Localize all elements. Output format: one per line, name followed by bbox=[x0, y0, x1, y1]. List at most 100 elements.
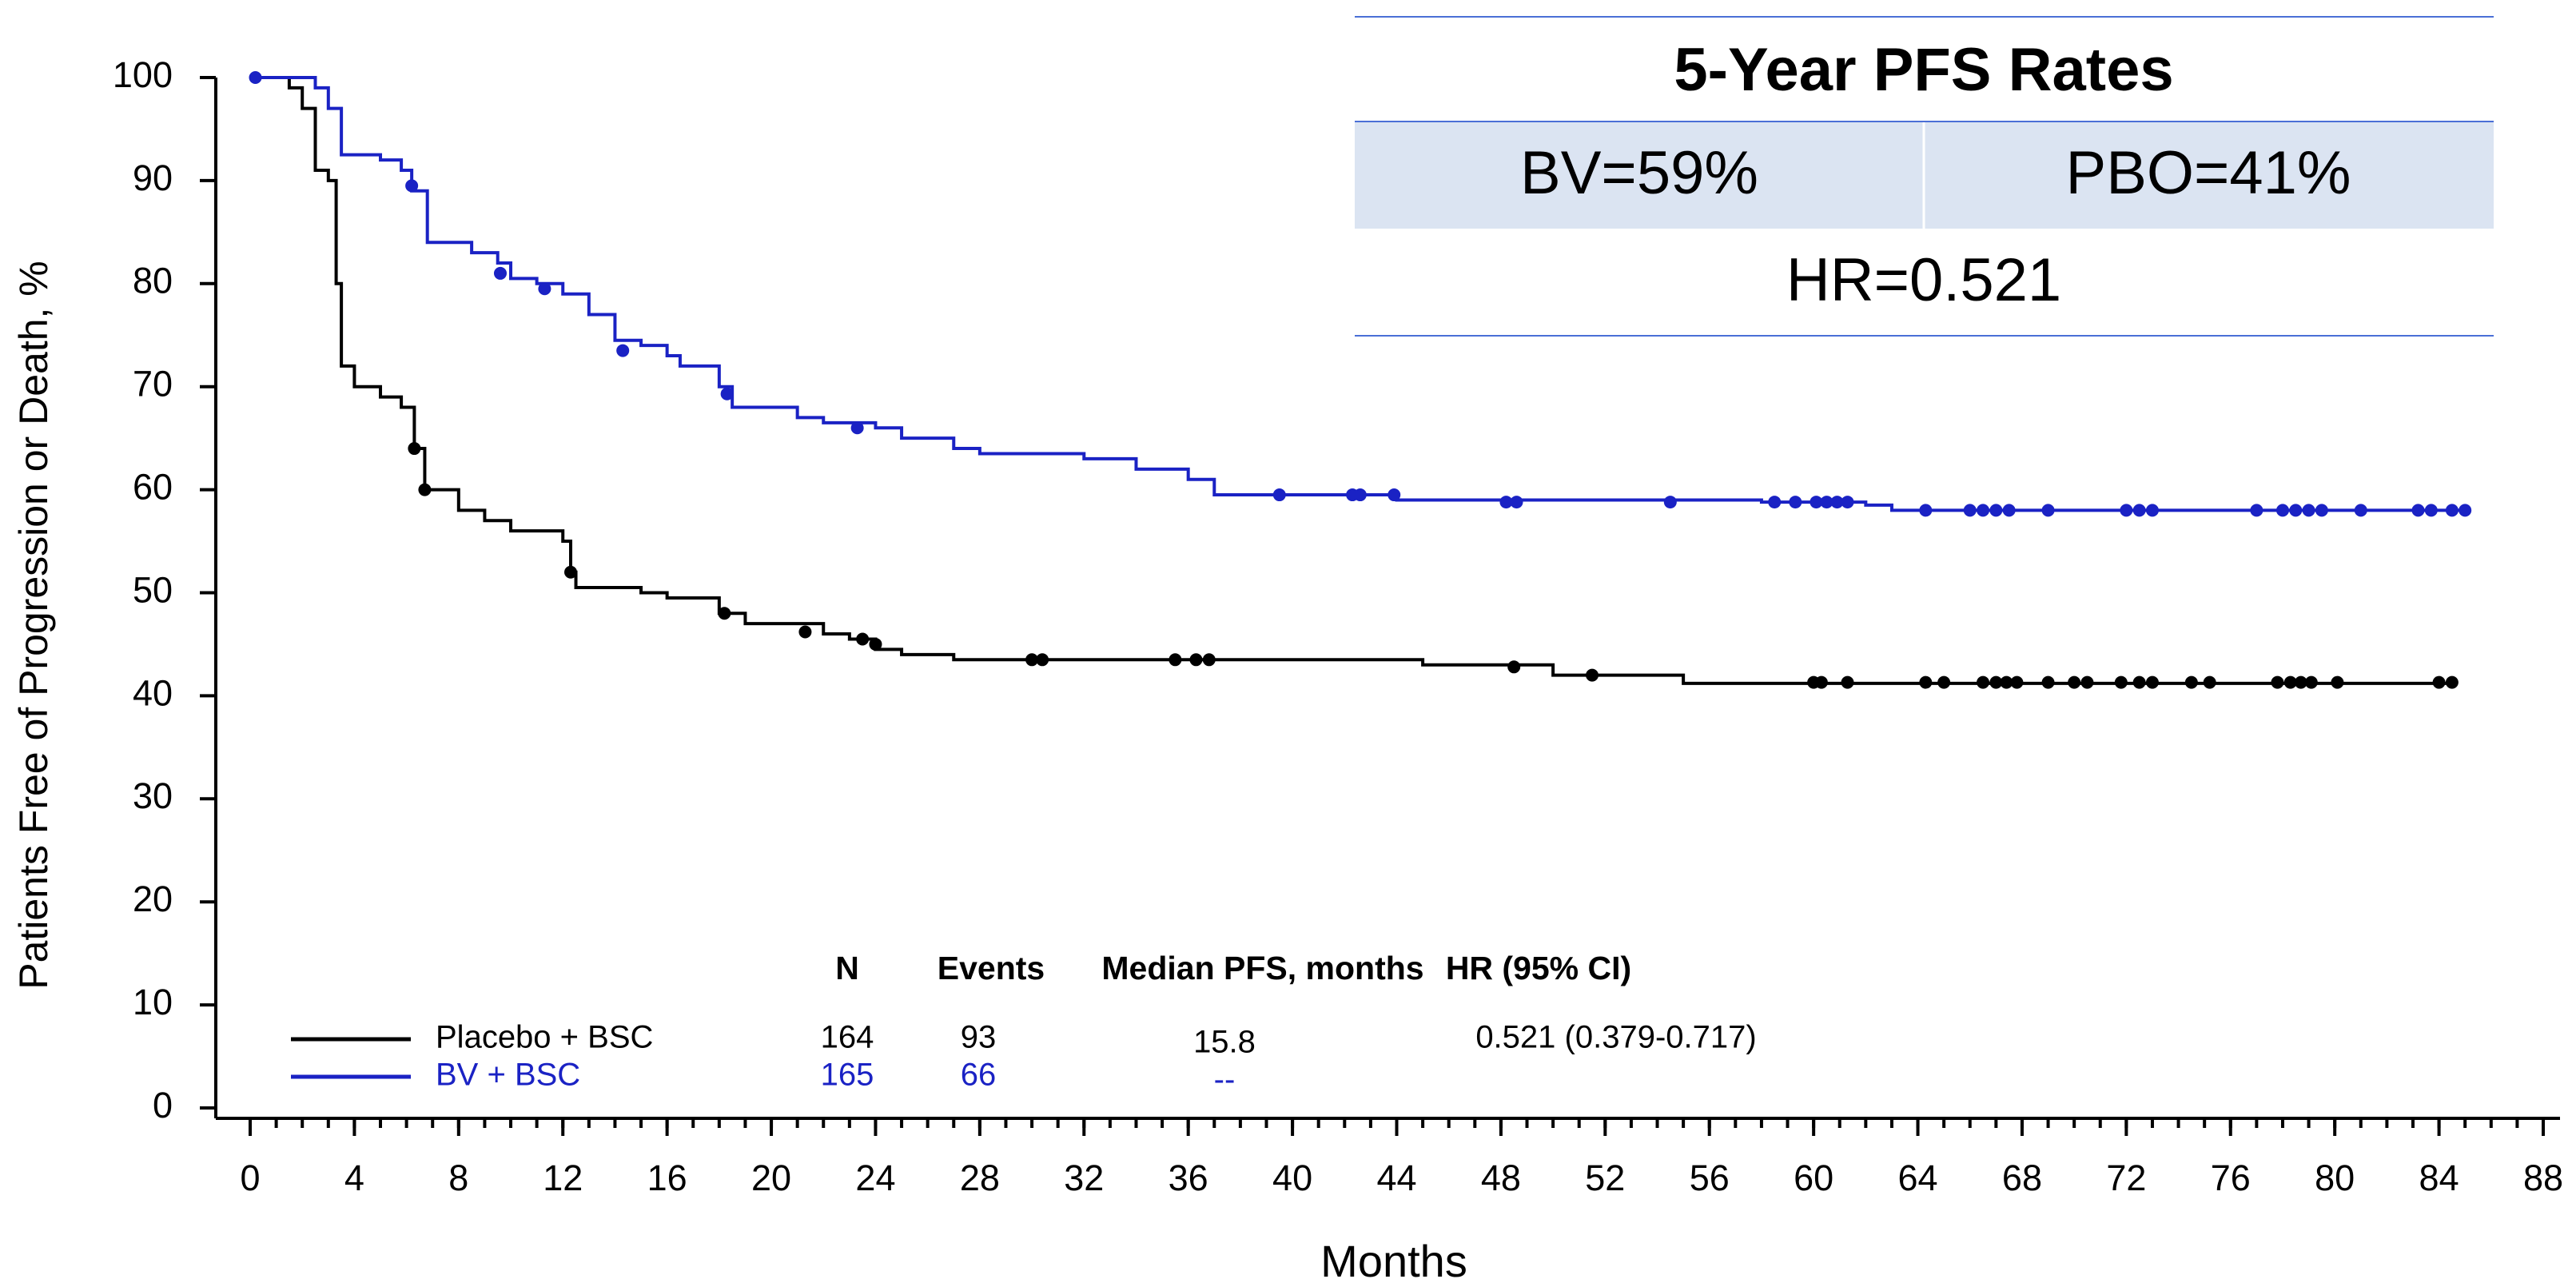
censor-mark bbox=[2271, 675, 2284, 689]
censor-mark bbox=[538, 282, 551, 296]
x-tick-label: 56 bbox=[1690, 1158, 1730, 1198]
x-tick-label: 4 bbox=[344, 1158, 364, 1198]
censor-mark bbox=[1586, 668, 1599, 682]
censor-mark bbox=[1353, 488, 1367, 502]
inset-cell: BV=59% bbox=[1520, 139, 1758, 207]
x-tick-label: 16 bbox=[647, 1158, 687, 1198]
y-tick-label: 50 bbox=[133, 569, 173, 610]
censor-mark bbox=[1202, 653, 1216, 667]
censor-mark bbox=[869, 637, 882, 651]
censor-mark bbox=[2002, 504, 2016, 517]
legend-cell: -- bbox=[1214, 1062, 1236, 1098]
x-tick-label: 24 bbox=[855, 1158, 895, 1198]
censor-mark bbox=[2304, 675, 2318, 689]
x-tick-label: 20 bbox=[751, 1158, 791, 1198]
legend-cell: 93 bbox=[961, 1020, 997, 1055]
censor-mark bbox=[1963, 504, 1977, 517]
censor-mark bbox=[1388, 488, 1401, 502]
censor-mark bbox=[1814, 675, 1828, 689]
survival-curve bbox=[250, 76, 2452, 685]
censor-mark bbox=[2203, 675, 2216, 689]
censor-mark bbox=[1977, 504, 1990, 517]
censor-mark bbox=[2459, 504, 2472, 517]
x-tick-label: 68 bbox=[2002, 1158, 2042, 1198]
x-tick-label: 28 bbox=[960, 1158, 1000, 1198]
censor-mark bbox=[2315, 504, 2328, 517]
survival-curve bbox=[250, 76, 2466, 512]
censor-mark bbox=[1989, 504, 2003, 517]
x-tick-label: 32 bbox=[1064, 1158, 1104, 1198]
x-axis-label: Months bbox=[1320, 1236, 1467, 1286]
legend-cell: 66 bbox=[961, 1058, 997, 1093]
x-tick-label: 80 bbox=[2315, 1158, 2355, 1198]
censor-mark bbox=[2283, 675, 2297, 689]
censor-mark bbox=[1841, 496, 1854, 509]
inset-cell: PBO=41% bbox=[2066, 139, 2351, 207]
censor-mark bbox=[1820, 496, 1833, 509]
censor-mark bbox=[1499, 496, 1513, 509]
censor-mark bbox=[1768, 496, 1782, 509]
censor-mark bbox=[2132, 504, 2146, 517]
censor-mark bbox=[2068, 675, 2081, 689]
censor-mark bbox=[2184, 675, 2198, 689]
censor-mark bbox=[2132, 675, 2146, 689]
censor-mark bbox=[1663, 496, 1677, 509]
censor-mark bbox=[1841, 675, 1854, 689]
inset-box: 5-Year PFS Rates BV=59% PBO=41% HR=0.521 bbox=[1355, 16, 2494, 337]
x-tick-label: 88 bbox=[2523, 1158, 2563, 1198]
inset-title: 5-Year PFS Rates bbox=[1674, 36, 2173, 104]
censor-mark bbox=[2010, 675, 2024, 689]
censor-mark bbox=[249, 71, 262, 84]
censor-mark bbox=[2432, 675, 2446, 689]
x-tick-label: 36 bbox=[1169, 1158, 1208, 1198]
y-tick-label: 40 bbox=[133, 672, 173, 713]
censor-mark bbox=[2411, 504, 2425, 517]
censor-mark bbox=[2250, 504, 2263, 517]
x-tick-label: 48 bbox=[1481, 1158, 1521, 1198]
censor-mark bbox=[2294, 675, 2307, 689]
legend-header: Median PFS, months bbox=[1101, 950, 1423, 986]
censor-mark bbox=[1989, 675, 2003, 689]
censor-mark bbox=[2445, 504, 2459, 517]
censor-mark bbox=[2080, 675, 2094, 689]
censor-mark bbox=[856, 632, 870, 646]
x-tick-label: 64 bbox=[1898, 1158, 1938, 1198]
x-tick-label: 0 bbox=[240, 1158, 260, 1198]
censor-mark bbox=[1510, 496, 1523, 509]
censor-mark bbox=[2120, 504, 2133, 517]
censor-mark bbox=[2041, 504, 2055, 517]
censor-mark bbox=[564, 565, 578, 579]
legend-header: HR (95% CI) bbox=[1446, 950, 1631, 986]
censor-mark bbox=[616, 344, 630, 357]
censor-mark bbox=[2354, 504, 2367, 517]
x-tick-label: 44 bbox=[1376, 1158, 1416, 1198]
legend-cell: 164 bbox=[821, 1020, 874, 1055]
censor-mark bbox=[1810, 496, 1823, 509]
censor-mark bbox=[1977, 675, 1990, 689]
y-tick-label: 60 bbox=[133, 466, 173, 507]
x-tick-label: 60 bbox=[1794, 1158, 1833, 1198]
x-tick-label: 72 bbox=[2106, 1158, 2146, 1198]
censor-mark bbox=[1025, 653, 1039, 667]
censor-mark bbox=[2000, 675, 2013, 689]
censor-mark bbox=[493, 266, 507, 280]
legend-header: Events bbox=[938, 950, 1045, 986]
censor-mark bbox=[418, 483, 432, 496]
censor-mark bbox=[2145, 504, 2159, 517]
censor-mark bbox=[2302, 504, 2315, 517]
legend-cell: 165 bbox=[821, 1058, 874, 1093]
censor-mark bbox=[2424, 504, 2438, 517]
censor-mark bbox=[1189, 653, 1203, 667]
y-axis-label: Patients Free of Progression or Death, % bbox=[11, 261, 56, 990]
censor-mark bbox=[1937, 675, 1951, 689]
censor-mark bbox=[1830, 496, 1844, 509]
censor-mark bbox=[718, 607, 731, 620]
censor-mark bbox=[2145, 675, 2159, 689]
censor-mark bbox=[1919, 675, 1933, 689]
censor-mark bbox=[408, 442, 421, 456]
y-tick-label: 80 bbox=[133, 261, 173, 301]
x-tick-label: 8 bbox=[448, 1158, 468, 1198]
censor-mark bbox=[720, 387, 734, 400]
